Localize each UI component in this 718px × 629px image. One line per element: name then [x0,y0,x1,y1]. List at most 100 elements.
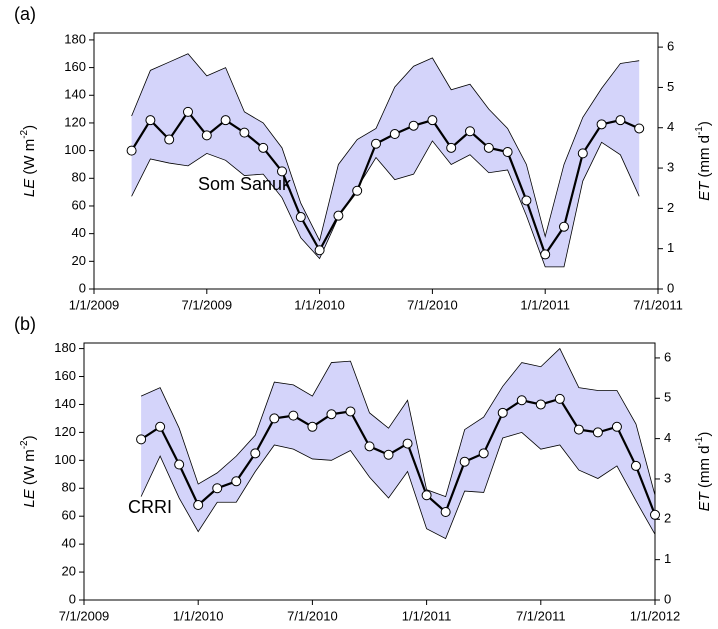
data-point [540,249,551,260]
y2-axis-label: ET (mm d-1) [694,121,713,201]
y-tick-label: 40 [72,225,86,240]
band-fill [131,53,640,267]
y-tick-label: 20 [72,253,86,268]
y-tick-label: 160 [54,368,76,383]
data-point [126,145,137,156]
series-line [130,110,640,257]
data-point [402,438,413,449]
data-point [164,134,175,145]
data-point [634,123,645,134]
y-tick-label: 60 [62,508,76,523]
axis-label-part: -2 [19,129,30,138]
y2-tick-label: 5 [667,79,674,94]
axis-label-part: (mm d [696,446,713,493]
axis-label-part: (W m [21,449,38,489]
axis-label-part: LE [21,178,38,197]
axis-label-part: LE [21,488,38,507]
data-point [483,142,494,153]
data-point [459,456,470,467]
data-point [521,195,532,206]
y2-tick-label: 5 [664,390,671,405]
y2-tick-label: 4 [667,119,674,134]
data-point [239,127,250,138]
data-point [559,221,569,232]
data-point [269,413,280,424]
y2-tick-label: 6 [664,349,671,364]
y-tick-label: 140 [54,396,76,411]
plot-frame [83,342,656,601]
data-point [277,166,287,177]
y-tick-label: 120 [54,424,76,439]
y2-tick-label: 1 [664,551,671,566]
data-point [288,410,299,421]
data-point [183,106,193,117]
y-tick-label: 180 [64,31,86,46]
data-point [326,409,337,420]
data-point [352,185,363,196]
x-tick-label: 1/1/2010 [173,608,224,623]
axis-label-part: (W m [21,139,38,179]
data-point [478,448,489,459]
data-point [155,421,166,432]
y-axis-label: LE (W m-2) [19,125,38,197]
x-tick-label: 1/1/2011 [520,297,570,312]
data-point [535,399,546,410]
plot-frame [93,32,659,290]
band-edge [140,431,656,540]
data-point [174,459,185,470]
y2-tick-label: 3 [664,470,671,485]
axis-label-part: ) [21,435,38,440]
y-tick-label: 180 [54,340,76,355]
y-tick-label: 100 [64,142,86,157]
axis-label-part: ET [696,490,713,511]
data-point [307,421,318,432]
data-point [371,138,381,149]
data-point [615,115,626,126]
y-tick-label: 80 [62,480,76,495]
band-edge [131,140,640,268]
y2-tick-label: 1 [667,240,674,255]
y-tick-label: 80 [72,170,86,185]
data-point [201,130,212,141]
data-point [258,142,269,153]
y2-tick-label: 0 [664,591,671,606]
panel-label: (a) [14,4,36,24]
data-point [577,148,588,159]
data-point [136,434,147,445]
axis-label-part: -2 [19,440,30,449]
data-point [446,142,457,153]
data-point [630,460,641,471]
data-point [421,490,432,501]
data-point [502,147,513,158]
data-point [314,245,325,256]
x-tick-label: 1/1/2010 [294,297,345,312]
y2-tick-label: 2 [667,200,674,215]
x-tick-label: 7/1/2010 [407,297,458,312]
axis-label-part: ) [696,432,713,437]
data-point [592,427,603,438]
y2-tick-label: 4 [664,430,671,445]
x-tick-label: 7/1/2009 [59,608,110,623]
data-point [212,483,223,494]
y2-tick-label: 6 [667,39,674,54]
data-point [383,449,394,460]
axis-label-part: ) [21,125,38,130]
axis-label-part: ET [696,180,713,201]
y-tick-label: 100 [54,452,76,467]
data-point [193,500,204,511]
y-tick-label: 120 [64,114,86,129]
y-axis-label: LE (W m-2) [19,435,38,507]
data-point [650,509,660,520]
data-point [295,212,306,223]
data-point [440,507,451,518]
series-line [140,397,657,516]
x-tick-label: 7/1/2011 [516,608,566,623]
axis-label-part: ) [696,121,713,126]
data-point [596,119,607,130]
axis-label-part: -1 [694,126,705,135]
x-tick-label: 7/1/2009 [181,297,232,312]
data-point [516,395,527,406]
y2-tick-label: 2 [664,511,671,526]
data-point [345,406,356,417]
